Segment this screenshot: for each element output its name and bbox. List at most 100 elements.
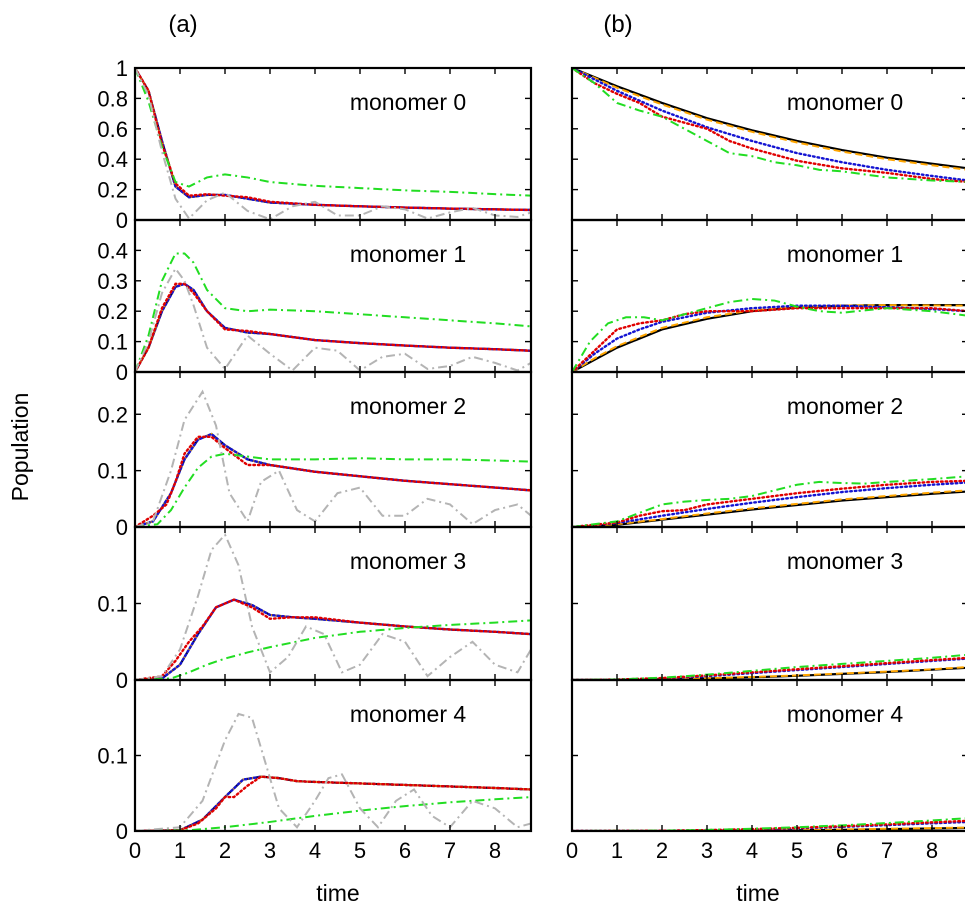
series-line-5 — [135, 68, 531, 220]
monomer-label: monomer 0 — [350, 89, 466, 115]
y-tick-label: 0 — [116, 819, 128, 844]
monomer-label: monomer 4 — [787, 701, 904, 727]
series-line-2 — [135, 598, 531, 680]
y-tick-label: 0.1 — [97, 459, 128, 484]
monomer-label: monomer 3 — [787, 548, 903, 574]
subplot-a-monomer-3: 0 0.1 monomer 3 — [97, 525, 533, 693]
y-tick-label: 0.2 — [97, 299, 128, 324]
series-line-2 — [135, 432, 531, 527]
x-tick-label: 4 — [309, 838, 321, 863]
series-line-2 — [135, 68, 531, 212]
series-line-2 — [135, 282, 531, 372]
series-line-3 — [572, 68, 965, 183]
series-line-2 — [572, 68, 965, 182]
x-tick-label: 8 — [926, 838, 938, 863]
y-tick-label: 0.6 — [97, 117, 128, 142]
monomer-label: monomer 3 — [350, 548, 466, 574]
subplot-a-monomer-1: 0 0.1 0.2 0.3 0.4 monomer 1 — [97, 218, 533, 385]
y-tick-label: 0 — [116, 515, 128, 540]
y-tick-label: 1 — [116, 56, 128, 81]
subplot-b-monomer-1: monomer 1 — [570, 218, 965, 374]
x-tick-label: 6 — [836, 838, 848, 863]
plot-area: 0 0.2 0.4 0.6 0.8 1 monomer 0 0 0.1 0.2 0.3 0.4 mono… — [97, 56, 965, 863]
plot-frame — [133, 370, 533, 529]
series-line-0 — [135, 432, 531, 527]
panel-label-b: (b) — [603, 11, 632, 38]
series-line-4 — [572, 475, 965, 527]
series-line-2 — [572, 481, 965, 527]
series-line-5 — [135, 266, 531, 372]
panel-label-a: (a) — [168, 11, 197, 38]
monomer-label: monomer 1 — [350, 241, 466, 267]
monomer-label: monomer 4 — [350, 701, 467, 727]
series-line-1 — [572, 68, 965, 171]
x-tick-label: 0 — [566, 838, 578, 863]
plot-frame — [570, 525, 965, 682]
series-line-4 — [572, 68, 965, 183]
x-tick-label: 0 — [129, 838, 141, 863]
monomer-label: monomer 2 — [350, 393, 466, 419]
x-tick-label: 2 — [219, 838, 231, 863]
series-line-4 — [135, 68, 531, 197]
x-tick-label: 1 — [611, 838, 623, 863]
series-line-5 — [135, 389, 531, 527]
series-line-4 — [135, 796, 531, 831]
y-axis-label: Population — [7, 393, 33, 502]
y-tick-label: 0.1 — [97, 330, 128, 355]
series-line-3 — [572, 656, 965, 680]
y-tick-label: 0 — [116, 208, 128, 233]
x-axis-label-a: time — [316, 880, 359, 906]
series-line-1 — [135, 432, 531, 527]
y-tick-label: 0.4 — [97, 147, 128, 172]
x-tick-label: 3 — [701, 838, 713, 863]
y-tick-label: 0.2 — [97, 402, 128, 427]
series-line-0 — [572, 68, 965, 170]
series-line-3 — [572, 479, 965, 527]
x-tick-label: 8 — [489, 838, 501, 863]
plot-frame — [570, 678, 965, 833]
y-tick-label: 0 — [116, 360, 128, 385]
plot-frame — [133, 525, 533, 682]
x-tick-label: 6 — [399, 838, 411, 863]
x-tick-label: 5 — [791, 838, 803, 863]
subplot-b-monomer-4: 0 1 2 3 4 5 6 7 8 monomer 4 — [566, 678, 965, 863]
y-tick-label: 0 — [116, 668, 128, 693]
series-line-3 — [135, 598, 531, 680]
x-tick-label: 4 — [746, 838, 758, 863]
series-line-5 — [135, 532, 531, 680]
x-tick-label: 3 — [264, 838, 276, 863]
subplot-a-monomer-2: 0 0.1 0.2 monomer 2 — [97, 370, 533, 540]
series-line-4 — [572, 817, 965, 831]
series-line-0 — [135, 68, 531, 212]
x-tick-label: 7 — [881, 838, 893, 863]
x-tick-label: 1 — [174, 838, 186, 863]
y-tick-label: 0.8 — [97, 86, 128, 111]
series-line-5 — [135, 712, 531, 831]
series-line-3 — [135, 435, 531, 527]
series-line-4 — [135, 619, 531, 680]
y-tick-label: 0.1 — [97, 592, 128, 617]
y-tick-label: 0.3 — [97, 269, 128, 294]
subplot-a-monomer-0: 0 0.2 0.4 0.6 0.8 1 monomer 0 — [97, 56, 533, 233]
series-line-0 — [135, 282, 531, 372]
x-axis-label-b: time — [736, 880, 779, 906]
monomer-label: monomer 2 — [787, 393, 903, 419]
series-line-4 — [135, 252, 531, 372]
x-tick-label: 7 — [444, 838, 456, 863]
series-line-3 — [135, 68, 531, 212]
series-line-3 — [135, 282, 531, 372]
plot-frame — [133, 678, 533, 833]
monomer-label: monomer 1 — [787, 241, 903, 267]
y-tick-label: 0.4 — [97, 238, 128, 263]
monomer-label: monomer 0 — [787, 89, 903, 115]
subplot-b-monomer-3: monomer 3 — [570, 525, 965, 682]
subplot-b-monomer-2: monomer 2 — [570, 370, 965, 529]
series-line-1 — [135, 282, 531, 372]
series-line-1 — [572, 489, 965, 527]
series-line-1 — [135, 68, 531, 211]
subplot-b-monomer-0: monomer 0 — [570, 66, 965, 222]
series-line-2 — [572, 304, 965, 372]
x-tick-label: 2 — [656, 838, 668, 863]
series-line-1 — [572, 304, 965, 372]
